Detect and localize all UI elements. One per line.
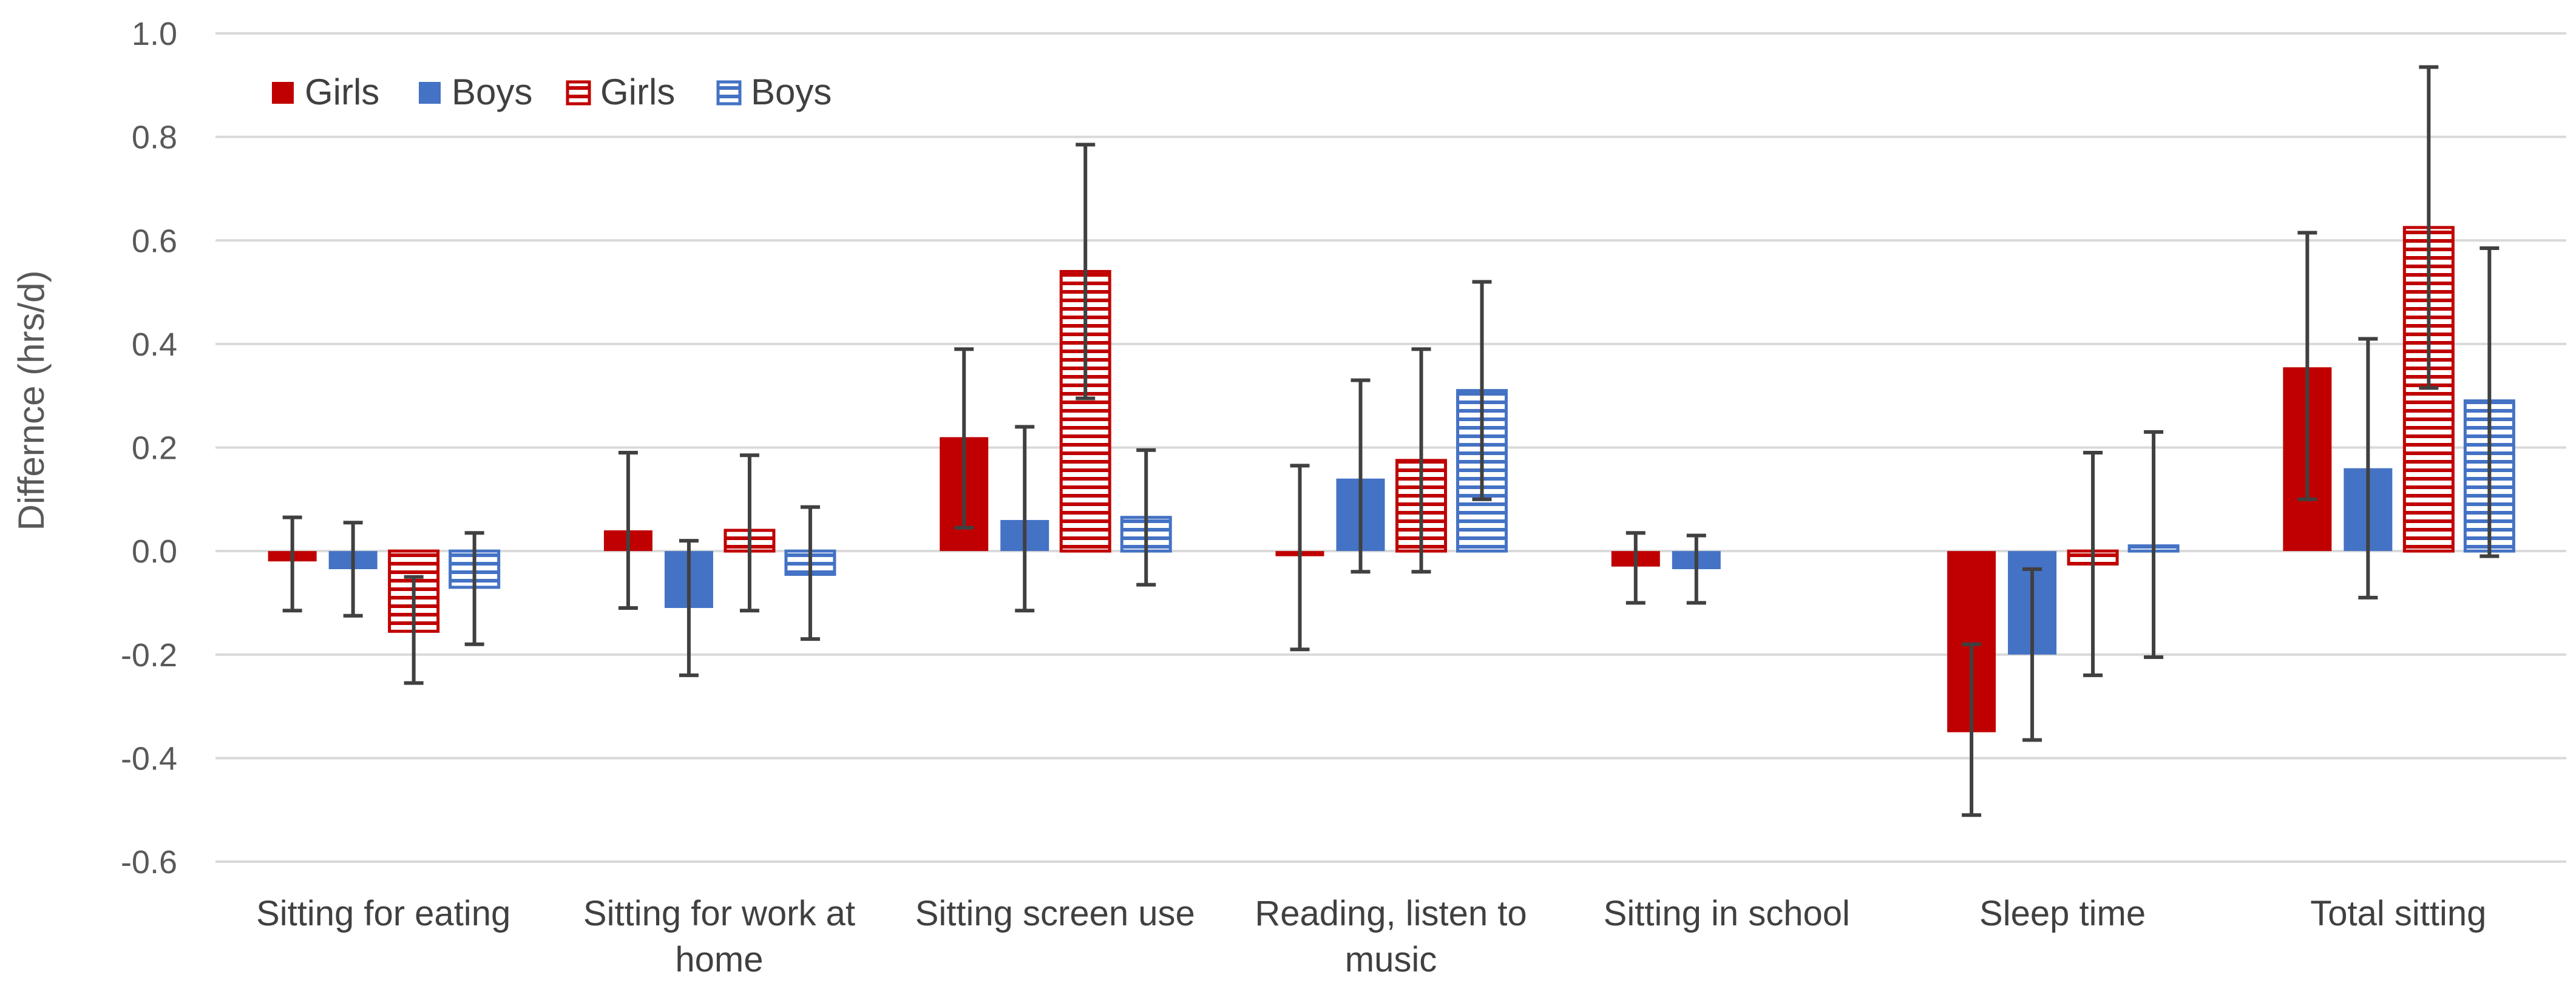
x-category-label: Sitting in school (1604, 894, 1850, 933)
error-bar (954, 347, 974, 530)
error-bar (1351, 378, 1371, 574)
legend-label: Boys (751, 72, 832, 112)
x-category-label: Sleep time (1979, 894, 2146, 933)
error-bar (2479, 246, 2500, 558)
y-axis-label: Differnce (hrs/d) (11, 270, 52, 530)
error-bar (1472, 280, 1492, 501)
y-tick-label: 0.2 (132, 430, 177, 467)
error-bar (2419, 65, 2439, 390)
error-bars (282, 65, 2500, 817)
error-bar (1686, 533, 1706, 605)
error-bar (2297, 231, 2317, 501)
error-bar (618, 451, 638, 610)
error-bar (800, 505, 820, 641)
error-bar (1962, 642, 1982, 817)
error-bar (1076, 143, 1096, 400)
legend-item-solid-boys: Boys (419, 72, 532, 112)
legend-label: Girls (600, 72, 675, 112)
legend-label: Boys (452, 72, 532, 112)
error-bar (1015, 425, 1035, 613)
y-tick-label: -0.2 (121, 637, 177, 674)
legend-swatch (566, 80, 591, 106)
error-bar (1136, 448, 1156, 587)
error-bar (739, 453, 759, 613)
x-axis-categories: Sitting for eating Sitting for work at hom… (256, 894, 2486, 979)
error-bar (2022, 567, 2042, 742)
error-bar (2083, 451, 2103, 677)
error-bar (464, 531, 484, 646)
error-bar (1290, 464, 1310, 652)
error-bar (2144, 430, 2164, 660)
y-tick-label: 1.0 (132, 16, 177, 52)
x-category-label: Sitting for work at home (583, 894, 855, 979)
y-axis-ticks: -0.6 -0.4 -0.2 0.0 0.2 0.4 0.6 0.8 1.0 (121, 16, 177, 880)
error-bar (404, 575, 424, 685)
error-bar (1411, 347, 1431, 574)
y-tick-label: -0.4 (121, 740, 177, 777)
legend-swatch (419, 82, 441, 104)
legend-label: Girls (305, 72, 379, 112)
error-bar (679, 539, 699, 677)
legend-item-hatched-boys: Boys (716, 72, 832, 112)
legend-swatch (716, 80, 742, 106)
error-bar (1625, 531, 1646, 605)
y-tick-label: -0.6 (121, 844, 177, 880)
y-tick-label: 0.8 (132, 120, 177, 156)
error-bar (2358, 337, 2378, 600)
legend: Girls Boys Girls Boys (272, 72, 832, 112)
legend-swatch (272, 82, 294, 104)
y-tick-label: 0.6 (132, 223, 177, 259)
error-bar (282, 515, 302, 613)
x-category-label: Sitting screen use (915, 894, 1195, 933)
x-category-label: Reading, listen to music (1255, 894, 1527, 979)
gridlines (215, 32, 2566, 863)
error-bar (343, 521, 363, 618)
y-tick-label: 0.4 (132, 326, 177, 363)
y-tick-label: 0.0 (132, 533, 177, 570)
bars (268, 226, 2515, 732)
x-category-label: Total sitting (2310, 894, 2486, 933)
legend-item-solid-girls: Girls (272, 72, 379, 112)
x-category-label: Sitting for eating (256, 894, 510, 933)
legend-item-hatched-girls: Girls (566, 72, 675, 112)
